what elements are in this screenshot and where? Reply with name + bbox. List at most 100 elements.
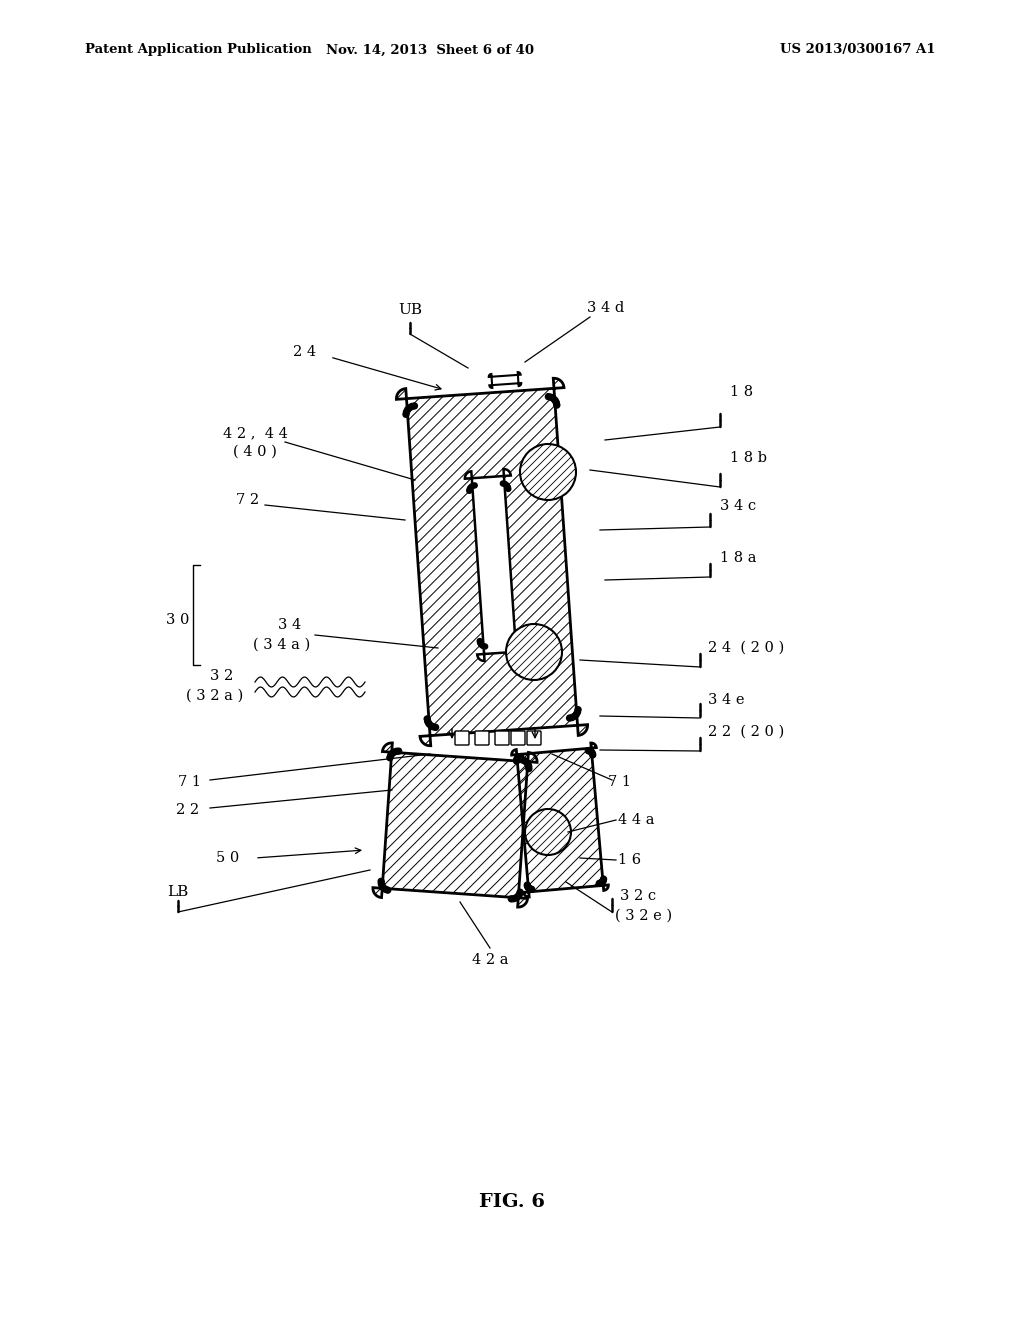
Text: LB: LB [167,884,188,899]
Circle shape [573,711,580,718]
Text: UB: UB [398,304,422,317]
Circle shape [403,409,410,414]
Circle shape [472,483,477,488]
Circle shape [524,882,530,888]
Circle shape [599,879,605,886]
Circle shape [388,752,393,759]
Circle shape [523,759,529,766]
Text: 3 2 c: 3 2 c [620,888,656,903]
Circle shape [512,642,517,647]
Text: 4 2 a: 4 2 a [472,953,508,968]
Circle shape [596,880,602,887]
Text: 2 2  ( 2 0 ): 2 2 ( 2 0 ) [708,725,784,739]
Text: 3 4: 3 4 [279,618,302,632]
Text: 7 1: 7 1 [178,775,202,789]
Circle shape [513,758,519,764]
Circle shape [574,709,581,715]
Circle shape [478,642,483,647]
Circle shape [587,748,593,754]
Text: 3 0: 3 0 [166,612,189,627]
Polygon shape [512,743,608,898]
Text: 1 8 b: 1 8 b [730,451,767,465]
Circle shape [590,752,596,758]
FancyBboxPatch shape [511,731,525,744]
Circle shape [511,642,516,647]
Circle shape [468,486,473,490]
Text: ( 3 4 a ): ( 3 4 a ) [253,638,310,652]
Circle shape [552,397,558,404]
Circle shape [521,758,527,764]
Circle shape [515,894,521,899]
Circle shape [511,896,517,902]
Circle shape [515,755,521,760]
Circle shape [505,483,510,488]
Circle shape [477,640,482,645]
Text: Patent Application Publication: Patent Application Publication [85,44,311,57]
Circle shape [425,718,431,725]
Circle shape [469,484,474,488]
Text: 3 2: 3 2 [210,669,233,682]
Circle shape [479,643,484,648]
Circle shape [395,748,401,754]
FancyBboxPatch shape [455,731,469,744]
Circle shape [393,748,399,754]
FancyBboxPatch shape [475,731,489,744]
Circle shape [430,723,436,730]
Circle shape [506,484,510,490]
Circle shape [504,482,509,487]
Circle shape [514,755,520,762]
Circle shape [516,636,521,642]
Circle shape [553,400,559,405]
Circle shape [525,809,571,855]
Circle shape [524,883,530,890]
Circle shape [477,639,482,644]
Circle shape [520,444,575,500]
Circle shape [432,725,438,730]
Circle shape [502,482,507,486]
Circle shape [526,886,532,891]
Circle shape [482,644,487,649]
FancyBboxPatch shape [495,731,509,744]
Text: 5 0: 5 0 [216,851,240,865]
Circle shape [598,880,603,886]
Circle shape [600,879,605,884]
Circle shape [409,404,415,409]
Circle shape [385,887,391,894]
Circle shape [515,640,520,644]
Polygon shape [373,743,537,907]
Circle shape [513,895,519,900]
Text: 3 4 c: 3 4 c [720,499,756,513]
Circle shape [424,715,430,722]
Polygon shape [396,379,588,746]
Circle shape [381,884,387,891]
Circle shape [525,763,531,770]
Circle shape [471,483,475,488]
Circle shape [590,751,595,756]
Text: Nov. 14, 2013  Sheet 6 of 40: Nov. 14, 2013 Sheet 6 of 40 [326,44,534,57]
Circle shape [378,880,384,887]
Circle shape [391,750,397,755]
Circle shape [428,722,434,729]
Text: 1 8: 1 8 [730,385,753,399]
Circle shape [514,756,520,763]
FancyBboxPatch shape [527,731,541,744]
Circle shape [550,396,556,401]
Circle shape [506,487,511,491]
Text: 3 4 d: 3 4 d [588,301,625,315]
Circle shape [525,762,530,767]
Circle shape [506,624,562,680]
Circle shape [501,480,506,486]
Polygon shape [465,469,523,661]
Circle shape [525,884,531,891]
Circle shape [554,403,560,408]
Circle shape [600,878,606,883]
Text: US 2013/0300167 A1: US 2013/0300167 A1 [780,44,936,57]
Circle shape [528,886,535,892]
Circle shape [514,642,519,645]
Circle shape [588,748,594,755]
Text: 2 4: 2 4 [294,345,316,359]
Circle shape [481,644,486,648]
Text: 1 8 a: 1 8 a [720,550,757,565]
Circle shape [516,639,521,643]
Circle shape [575,706,581,713]
